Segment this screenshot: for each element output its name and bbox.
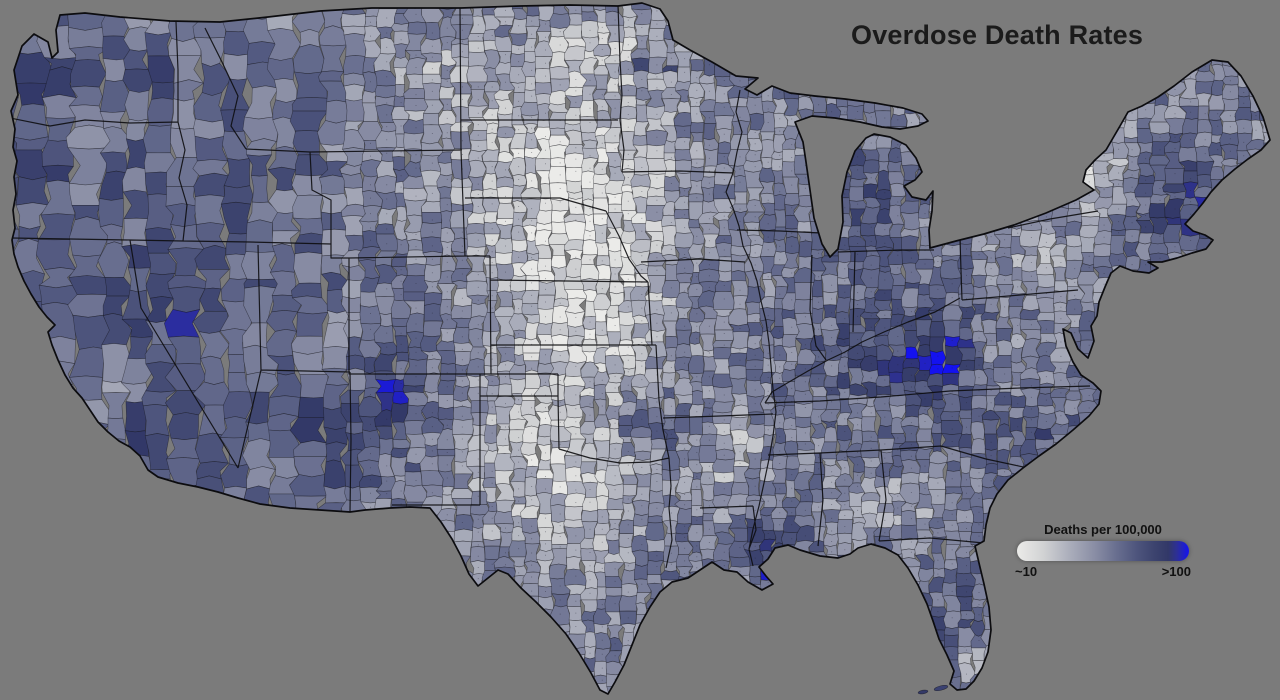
legend-title: Deaths per 100,000 xyxy=(1044,522,1162,537)
legend: Deaths per 100,000 ~10 >100 xyxy=(1012,522,1194,579)
legend-labels: ~10 >100 xyxy=(1015,564,1191,579)
nation-outline xyxy=(10,2,1271,695)
state-borders xyxy=(11,5,1099,569)
legend-min-label: ~10 xyxy=(1015,564,1038,579)
florida-keys-island xyxy=(917,689,929,695)
map-title: Overdose Death Rates xyxy=(851,20,1144,50)
legend-max-label: >100 xyxy=(1161,564,1191,579)
florida-keys-island xyxy=(933,684,949,692)
legend-gradient-bar xyxy=(1017,541,1189,561)
